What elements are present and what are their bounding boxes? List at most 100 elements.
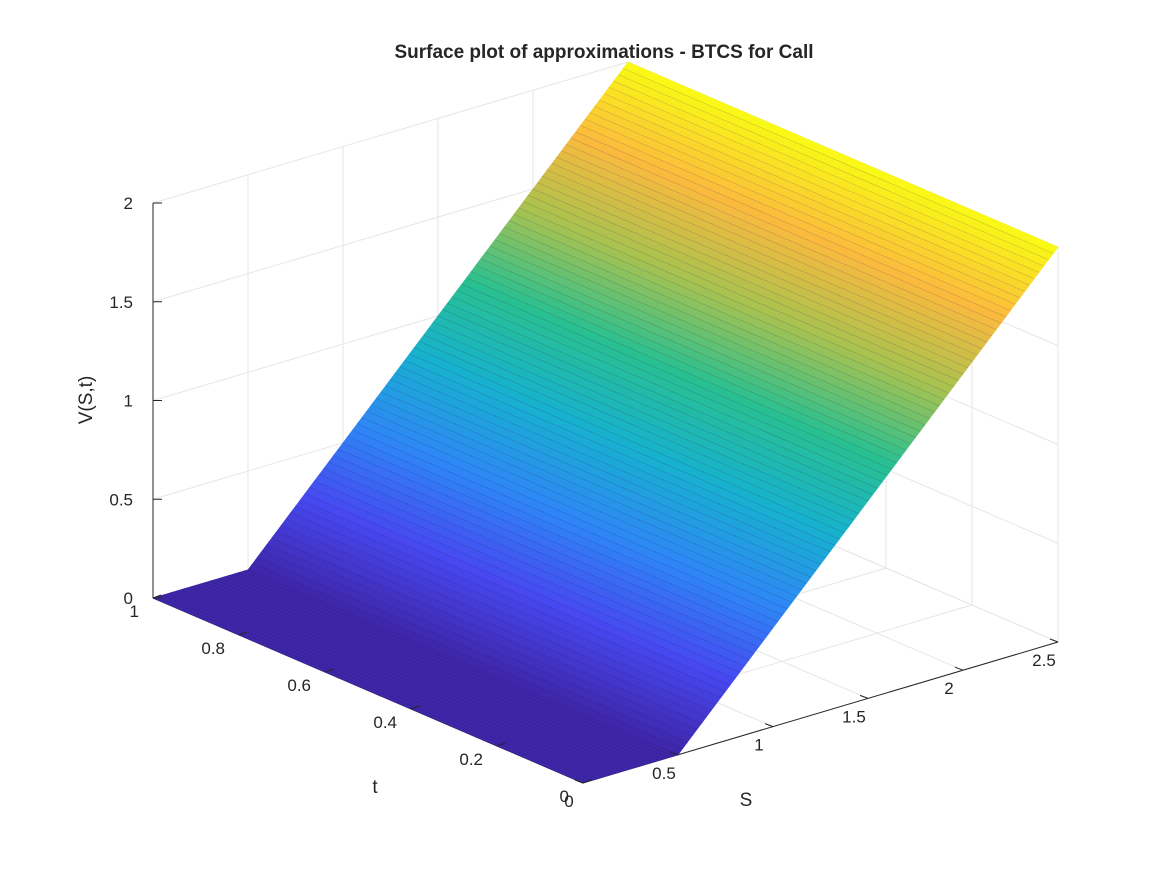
mesh-line — [281, 525, 712, 711]
mesh-line — [176, 590, 607, 777]
mesh-line — [342, 442, 774, 629]
surface-strip — [622, 61, 1059, 254]
mesh-line — [162, 594, 593, 781]
mesh-line — [167, 593, 598, 780]
mesh-line — [418, 341, 850, 527]
z-tick-label: 0 — [124, 589, 133, 608]
mesh-line — [186, 587, 617, 774]
mesh-line — [262, 550, 693, 737]
mesh-line — [309, 487, 740, 673]
mesh-line — [361, 417, 793, 603]
mesh-line — [252, 563, 683, 749]
mesh-line — [599, 99, 1030, 286]
mesh-line — [428, 328, 859, 514]
mesh-line — [205, 582, 636, 768]
x-tick-mark — [1049, 638, 1059, 643]
mesh-line — [390, 379, 821, 565]
mesh-line — [604, 93, 1035, 280]
mesh-line — [319, 474, 750, 660]
z-axis-label: V(S,t) — [76, 376, 97, 425]
mesh-line — [285, 518, 717, 705]
mesh-line — [580, 125, 1011, 311]
mesh-line — [157, 596, 588, 782]
mesh-line — [409, 353, 840, 540]
mesh-line — [366, 410, 797, 597]
mesh-line — [537, 182, 968, 368]
mesh-line — [466, 277, 897, 464]
mesh-line — [295, 506, 726, 692]
mesh-line — [523, 201, 954, 387]
mesh-line — [618, 74, 1049, 260]
mesh-line — [547, 169, 978, 356]
mesh-line — [371, 404, 802, 591]
mesh-line — [224, 576, 655, 763]
mesh-line — [518, 207, 949, 394]
mesh-line — [385, 385, 816, 571]
mesh-line — [352, 429, 783, 616]
mesh-line — [532, 188, 964, 375]
mesh-line — [575, 131, 1006, 318]
mesh-line — [566, 144, 997, 330]
z-tick-label: 0.5 — [109, 490, 133, 509]
y-tick-label: 0.2 — [459, 750, 483, 769]
mesh-line — [290, 512, 721, 698]
mesh-line — [585, 118, 1016, 305]
mesh-line — [357, 423, 788, 610]
x-tick-label: 1.5 — [842, 707, 866, 726]
mesh-line — [323, 467, 755, 654]
z-tick-label: 1 — [124, 392, 133, 411]
mesh-line — [433, 321, 864, 508]
mesh-line — [509, 220, 940, 406]
x-tick-mark — [669, 751, 679, 756]
mesh-line — [190, 586, 622, 772]
mesh-line — [561, 150, 992, 337]
y-tick-mark — [324, 668, 334, 673]
mesh-line — [228, 575, 660, 761]
mesh-line — [243, 570, 674, 757]
mesh-line — [304, 493, 736, 679]
mesh-line — [300, 499, 731, 686]
grid-line — [152, 61, 629, 204]
mesh-line — [276, 531, 707, 717]
mesh-line — [494, 239, 926, 426]
mesh-line — [608, 87, 1040, 273]
mesh-line — [499, 233, 930, 419]
mesh-line — [238, 572, 669, 758]
mesh-line — [542, 175, 973, 362]
y-tick-mark — [582, 779, 592, 784]
mesh-line — [570, 137, 1002, 324]
mesh-line — [314, 480, 745, 667]
x-tick-label: 1 — [754, 736, 763, 755]
x-tick-mark — [954, 666, 964, 671]
x-axis-label: S — [740, 790, 753, 811]
z-tick-label: 2 — [124, 194, 133, 213]
mesh-line — [461, 283, 892, 470]
z-tick-label: 1.5 — [109, 293, 133, 312]
mesh-line — [437, 315, 869, 502]
mesh-line — [456, 290, 888, 476]
y-axis-label: t — [372, 777, 378, 798]
y-tick-mark — [238, 631, 248, 636]
mesh-line — [376, 398, 807, 584]
mesh-line — [423, 334, 854, 521]
x-tick-mark — [574, 779, 584, 784]
mesh-line — [485, 252, 916, 438]
mesh-line — [200, 583, 631, 770]
mesh-line — [181, 589, 612, 775]
x-tick-label: 2 — [944, 679, 953, 698]
mesh-line — [395, 372, 826, 559]
mesh-line — [471, 271, 902, 457]
mesh-line — [442, 309, 873, 495]
mesh-line — [490, 245, 921, 432]
mesh-line — [347, 436, 778, 622]
mesh-line — [480, 258, 911, 445]
y-tick-label: 0.4 — [373, 713, 397, 732]
mesh-line — [195, 585, 626, 771]
mesh-line — [404, 360, 835, 546]
mesh-line — [447, 302, 878, 489]
mesh-line — [613, 80, 1044, 267]
mesh-line — [528, 195, 959, 381]
mesh-line — [475, 264, 907, 451]
